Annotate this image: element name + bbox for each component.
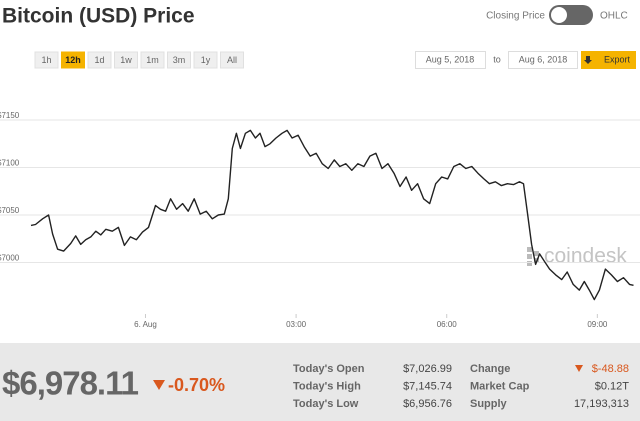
date-input[interactable] (415, 51, 486, 69)
range-label: 1d (94, 55, 104, 65)
x-tick-label: 03:00 (286, 320, 307, 329)
range-button[interactable] (167, 51, 191, 69)
stat-value: $7,145.74 (403, 380, 452, 392)
change-percent: -0.70% (168, 375, 225, 395)
range-label: 1y (201, 55, 211, 65)
price: $6,978.11 (2, 365, 139, 402)
down-arrow (153, 380, 165, 390)
range-button[interactable] (34, 51, 59, 69)
range-buttons: 1h 12h 1d 1w 1m 3m 1y All (34, 51, 244, 69)
range-label: 1w (120, 55, 132, 65)
stat-value: $7,026.99 (403, 363, 452, 375)
stat-label: Today's High (293, 380, 361, 392)
toggle-label[interactable]: OHLC (600, 11, 628, 22)
date-from: Aug 5, 2018 (426, 54, 475, 64)
x-tick-label: 06:00 (437, 320, 458, 329)
stat-label: Change (470, 363, 510, 375)
summary-panel (0, 343, 640, 421)
stat-label: Market Cap (470, 380, 530, 392)
y-tick-label: $7000 (0, 254, 20, 263)
watermark-text: coindesk (544, 245, 627, 268)
stat-value: $0.12T (595, 380, 630, 392)
date-separator: to (493, 54, 501, 64)
range-button[interactable] (140, 51, 165, 69)
stat-label: Supply (470, 398, 508, 410)
x-tick-label: 6. Aug (134, 320, 157, 329)
y-tick-label: $7150 (0, 111, 20, 120)
stat-value: $-48.88 (592, 363, 629, 375)
range-label: 3m (173, 55, 186, 65)
x-tick-label: 09:00 (587, 320, 608, 329)
toggle-knob (551, 7, 567, 23)
export-icon (584, 56, 592, 64)
range-button[interactable] (87, 51, 112, 69)
toggle-label[interactable]: Closing Price (486, 11, 545, 22)
range-label: 12h (65, 55, 81, 65)
range-button[interactable] (220, 51, 244, 69)
stat-value: 17,193,313 (574, 398, 629, 410)
stats: Today's Open $7,026.99 Today's High $7,145.… (293, 363, 629, 410)
chart: coindesk $7000 $7050 $7100 $7150 6. Aug 03:00… (0, 111, 640, 329)
range-button[interactable] (114, 51, 138, 69)
stat-value: $6,956.76 (403, 398, 452, 410)
y-tick-label: $7100 (0, 159, 20, 168)
range-label: 1m (146, 55, 159, 65)
range-button[interactable] (193, 51, 218, 69)
date-to: Aug 6, 2018 (519, 54, 568, 64)
date-input[interactable] (508, 51, 578, 69)
title: Bitcoin (USD) Price (2, 5, 195, 28)
export-button[interactable] (581, 51, 636, 69)
down-arrow (575, 365, 583, 372)
range-button[interactable] (61, 51, 85, 69)
price-line (30, 129, 634, 301)
range-label: All (227, 55, 237, 65)
stat-label: Today's Low (293, 398, 359, 410)
stat-label: Today's Open (293, 363, 365, 375)
range-label: 1h (41, 55, 51, 65)
y-tick-label: $7050 (0, 206, 20, 215)
export-label: Export (604, 54, 631, 64)
